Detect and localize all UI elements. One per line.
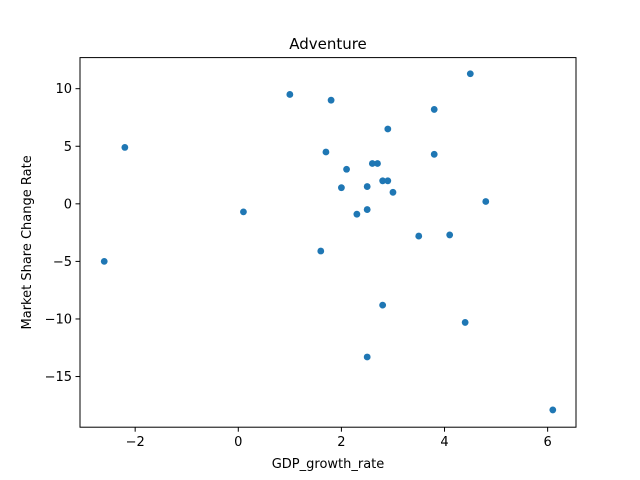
y-tick-label: −15 xyxy=(45,370,72,385)
y-tick-label: −10 xyxy=(45,312,72,327)
data-point xyxy=(446,231,454,239)
data-point xyxy=(461,319,469,326)
data-point xyxy=(430,106,438,113)
x-tick-label: 4 xyxy=(440,435,448,450)
plot-frame xyxy=(79,57,577,428)
y-tick-label: 0 xyxy=(64,197,72,212)
x-tick-label: 0 xyxy=(234,435,242,450)
y-tick-label: −5 xyxy=(53,255,72,270)
y-tick-label: 5 xyxy=(64,140,72,155)
data-point xyxy=(327,96,335,104)
data-point xyxy=(384,177,392,185)
data-point xyxy=(363,183,371,190)
data-point xyxy=(374,160,381,167)
data-point xyxy=(353,210,361,218)
data-point xyxy=(482,198,490,205)
data-point xyxy=(379,177,387,185)
data-point xyxy=(322,148,330,156)
data-point xyxy=(368,160,376,167)
data-point xyxy=(100,257,108,265)
x-axis-ticks: −2 0 2 4 6 xyxy=(126,427,552,450)
data-point xyxy=(317,247,325,255)
data-point xyxy=(389,188,397,196)
y-axis-ticks: −15 −10 −5 0 5 10 xyxy=(45,82,80,385)
data-point xyxy=(363,353,371,361)
data-point xyxy=(549,406,557,414)
x-axis-label: GDP_growth_rate xyxy=(272,457,385,472)
chart-title: Adventure xyxy=(289,35,367,53)
data-points xyxy=(100,70,557,414)
data-point xyxy=(466,70,474,78)
data-point xyxy=(343,165,350,173)
data-point xyxy=(379,301,387,309)
x-tick-label: 6 xyxy=(544,435,552,450)
data-point xyxy=(430,150,438,158)
data-point xyxy=(121,144,129,151)
data-point xyxy=(338,184,345,192)
data-point xyxy=(415,232,423,240)
data-point xyxy=(384,125,392,133)
data-point xyxy=(363,206,371,213)
data-point xyxy=(286,91,294,98)
data-point xyxy=(240,208,247,216)
x-tick-label: 2 xyxy=(337,435,345,450)
y-axis-label: Market Share Change Rate xyxy=(20,155,35,329)
x-tick-label: −2 xyxy=(126,435,145,450)
y-tick-label: 10 xyxy=(55,82,72,97)
